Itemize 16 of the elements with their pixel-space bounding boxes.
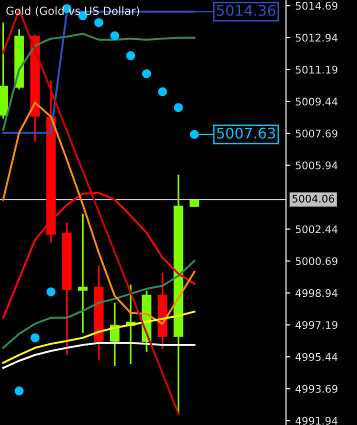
y-tick-label: 5012.94 [296,34,338,42]
y-tick-label: 5005.94 [296,161,338,170]
y-tick-label: 5011.19 [296,66,338,74]
y-tick-label: 5002.44 [296,225,338,234]
y-tick-label: 4993.69 [296,384,338,393]
y-tick-label: 4991.94 [296,416,338,425]
y-tick-label: 5007.69 [296,130,338,138]
y-tick-label: 4997.19 [296,321,338,329]
y-tick-label: 4995.44 [296,353,338,361]
y-tick-label: 5000.69 [296,257,338,266]
data-label: 5014.36 [217,4,276,16]
data-label: 5007.63 [217,128,276,139]
y-tick-label: 4998.94 [296,289,338,298]
y-tick-label: 5014.69 [296,2,338,10]
y-tick-label: 5009.44 [296,98,338,106]
ref-line-label: 5004.06 [292,194,334,203]
